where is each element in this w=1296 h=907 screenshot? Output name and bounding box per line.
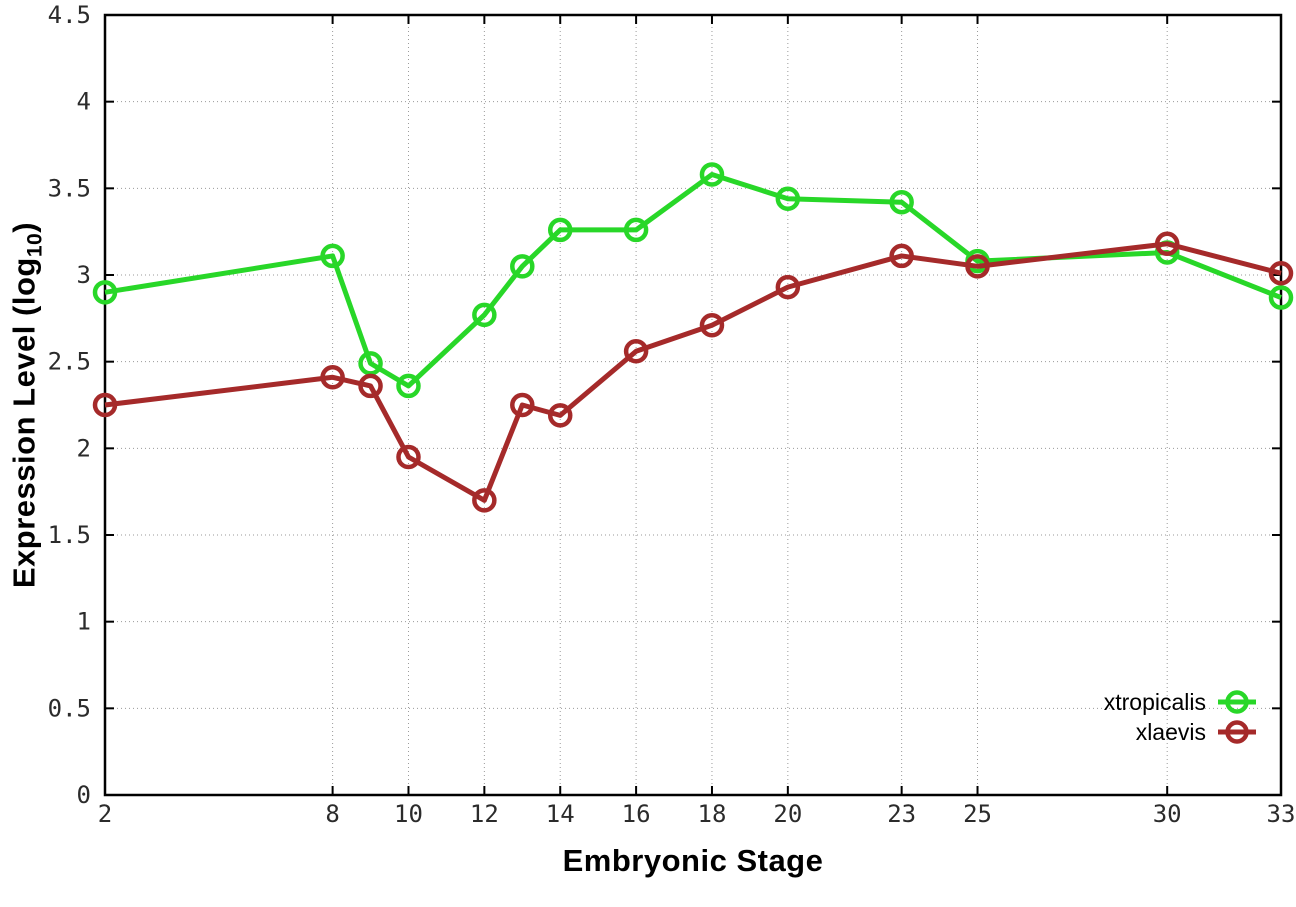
data-point-xlaevis-10 <box>396 444 421 470</box>
data-point-xlaevis-8 <box>320 365 345 390</box>
y-tick-label: 4.5 <box>48 1 91 29</box>
x-tick-label: 8 <box>325 800 339 828</box>
data-point-xtropicalis-33 <box>1268 285 1294 310</box>
x-tick-label: 20 <box>773 800 802 828</box>
data-point-xlaevis-16 <box>623 339 649 364</box>
x-tick-label: 14 <box>546 800 575 828</box>
x-tick-label: 16 <box>622 800 651 828</box>
data-point-xlaevis-9 <box>358 373 383 399</box>
legend-marker-xtropicalis-icon <box>1218 690 1256 714</box>
y-tick-label: 0.5 <box>48 694 91 722</box>
data-point-xtropicalis-9 <box>358 351 383 376</box>
legend-point-sample <box>1225 720 1249 744</box>
data-point-xtropicalis-18 <box>699 162 725 187</box>
y-tick-label: 4 <box>77 88 91 116</box>
y-tick-label: 3 <box>77 261 91 289</box>
x-tick-label: 23 <box>887 800 916 828</box>
data-point-xtropicalis-16 <box>623 217 649 243</box>
data-point-xtropicalis-2 <box>92 280 118 305</box>
y-axis-title-text: Expression Level (log <box>6 257 42 589</box>
x-tick-label: 33 <box>1267 800 1296 828</box>
legend-label-xlaevis: xlaevis <box>1135 718 1206 745</box>
data-point-xlaevis-2 <box>92 392 118 418</box>
x-tick-label: 18 <box>698 800 727 828</box>
legend-item-xlaevis: xlaevis <box>1104 718 1258 746</box>
y-tick-label: 1.5 <box>48 521 91 549</box>
x-tick-label: 25 <box>963 800 992 828</box>
legend-marker-xlaevis-icon <box>1218 720 1256 744</box>
data-point-xtropicalis-13 <box>510 254 535 279</box>
data-point-xlaevis-13 <box>510 392 535 418</box>
y-tick-label: 1 <box>77 608 91 636</box>
x-tick-label: 10 <box>394 800 423 828</box>
series-line-xtropicalis <box>104 171 1282 389</box>
data-point-xlaevis-18 <box>699 313 725 338</box>
x-tick-label: 12 <box>470 800 499 828</box>
data-point-xlaevis-20 <box>775 274 801 300</box>
series-line-xlaevis <box>104 241 1282 503</box>
y-tick-label: 0 <box>77 781 91 809</box>
y-tick-label: 2 <box>77 434 91 462</box>
data-point-xlaevis-25 <box>965 254 990 279</box>
plot-border <box>103 13 1283 797</box>
data-point-xlaevis-12 <box>472 488 497 513</box>
y-axis-title-suffix: ) <box>6 221 42 233</box>
data-point-xtropicalis-23 <box>889 189 914 215</box>
legend: xtropicalis xlaevis <box>1104 688 1258 746</box>
x-tick-label: 30 <box>1153 800 1182 828</box>
legend-point-sample <box>1225 690 1249 714</box>
data-point-xtropicalis-20 <box>775 186 801 211</box>
y-axis-title: Expression Level (log10) <box>6 222 47 588</box>
data-point-xtropicalis-8 <box>320 243 345 269</box>
data-point-xlaevis-14 <box>547 403 573 428</box>
y-tick-label: 2.5 <box>48 348 91 376</box>
data-point-xtropicalis-10 <box>396 373 421 399</box>
data-point-xlaevis-30 <box>1154 231 1180 257</box>
x-axis-title: Embryonic Stage <box>562 843 824 878</box>
data-point-xlaevis-23 <box>889 243 914 269</box>
x-tick-label: 2 <box>98 800 112 828</box>
y-tick-label: 3.5 <box>48 174 91 202</box>
legend-item-xtropicalis: xtropicalis <box>1104 688 1258 716</box>
data-point-xtropicalis-14 <box>547 217 573 243</box>
legend-label-xtropicalis: xtropicalis <box>1103 688 1206 715</box>
data-point-xlaevis-33 <box>1268 261 1294 286</box>
data-point-xtropicalis-12 <box>472 302 497 328</box>
y-axis-title-subscript: 10 <box>23 232 47 258</box>
